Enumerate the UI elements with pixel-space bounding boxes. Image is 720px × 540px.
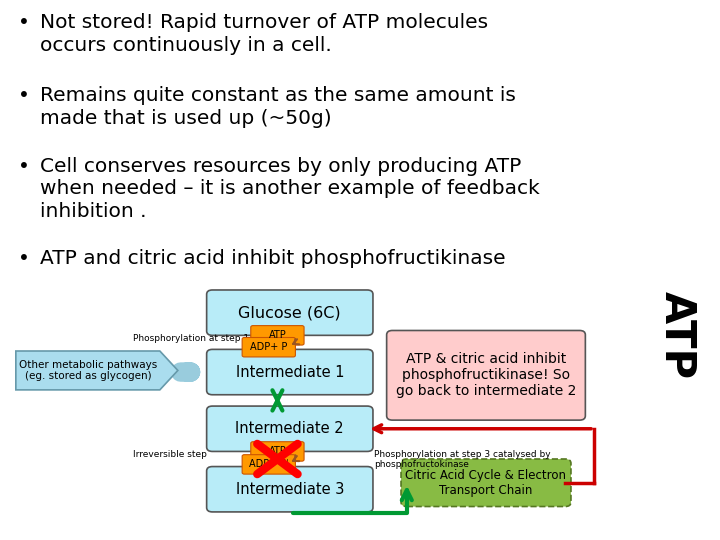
Polygon shape bbox=[16, 351, 178, 390]
FancyBboxPatch shape bbox=[242, 455, 295, 474]
FancyArrowPatch shape bbox=[293, 339, 300, 345]
Text: ATP: ATP bbox=[656, 291, 698, 379]
Text: •: • bbox=[18, 86, 30, 105]
FancyBboxPatch shape bbox=[207, 406, 373, 451]
FancyBboxPatch shape bbox=[387, 330, 585, 420]
Text: Citric Acid Cycle & Electron
Transport Chain: Citric Acid Cycle & Electron Transport C… bbox=[405, 469, 567, 497]
Text: Remains quite constant as the same amount is
made that is used up (~50g): Remains quite constant as the same amoun… bbox=[40, 86, 516, 128]
Text: •: • bbox=[18, 249, 30, 268]
FancyBboxPatch shape bbox=[207, 349, 373, 395]
Text: ADP+ P: ADP+ P bbox=[250, 342, 287, 352]
FancyBboxPatch shape bbox=[242, 338, 295, 357]
Text: Glucose (6C): Glucose (6C) bbox=[238, 305, 341, 320]
Text: ATP and citric acid inhibit phosphofructikinase: ATP and citric acid inhibit phosphofruct… bbox=[40, 249, 505, 268]
Text: •: • bbox=[18, 157, 30, 176]
Text: ATP: ATP bbox=[269, 447, 287, 456]
Text: Not stored! Rapid turnover of ATP molecules
occurs continuously in a cell.: Not stored! Rapid turnover of ATP molecu… bbox=[40, 14, 487, 55]
FancyBboxPatch shape bbox=[207, 290, 373, 335]
FancyBboxPatch shape bbox=[251, 326, 304, 345]
FancyBboxPatch shape bbox=[207, 467, 373, 512]
Text: Cell conserves resources by only producing ATP
when needed – it is another examp: Cell conserves resources by only produci… bbox=[40, 157, 539, 221]
Text: Phosphorylation at step 1: Phosphorylation at step 1 bbox=[133, 334, 249, 343]
FancyArrowPatch shape bbox=[293, 455, 300, 461]
Text: ATP & citric acid inhibit
phosphofructikinase! So
go back to intermediate 2: ATP & citric acid inhibit phosphofructik… bbox=[396, 352, 576, 399]
Text: ADP+ Pᴵ: ADP+ Pᴵ bbox=[249, 460, 288, 469]
Text: Intermediate 3: Intermediate 3 bbox=[235, 482, 344, 497]
FancyBboxPatch shape bbox=[401, 459, 571, 507]
Text: Intermediate 2: Intermediate 2 bbox=[235, 421, 344, 436]
Text: Intermediate 1: Intermediate 1 bbox=[235, 364, 344, 380]
FancyBboxPatch shape bbox=[251, 442, 304, 461]
Text: ATP: ATP bbox=[269, 330, 287, 340]
Text: •: • bbox=[18, 14, 30, 32]
Text: Irreversible step: Irreversible step bbox=[133, 450, 207, 459]
Text: Phosphorylation at step 3 catalysed by
phosphofructokinase: Phosphorylation at step 3 catalysed by p… bbox=[374, 450, 551, 469]
Text: Other metabolic pathways
(eg. stored as glycogen): Other metabolic pathways (eg. stored as … bbox=[19, 360, 157, 381]
